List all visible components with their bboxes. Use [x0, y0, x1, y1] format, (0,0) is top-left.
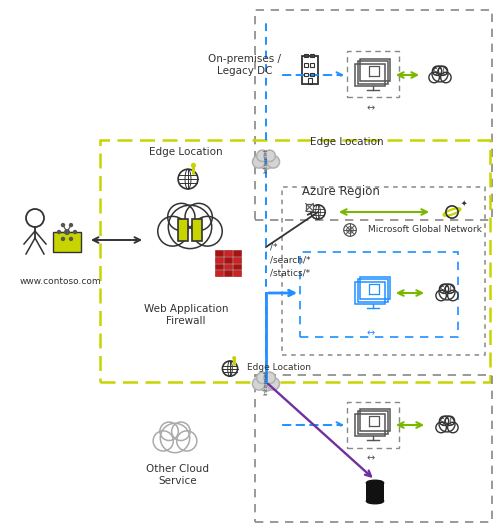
Text: Microsoft Global Network: Microsoft Global Network	[368, 225, 482, 234]
FancyBboxPatch shape	[178, 219, 188, 241]
Text: Internet: Internet	[264, 147, 268, 173]
Text: ↔: ↔	[367, 453, 375, 463]
Circle shape	[257, 151, 275, 169]
Text: Other Cloud
Service: Other Cloud Service	[146, 464, 210, 486]
FancyBboxPatch shape	[224, 257, 232, 262]
FancyBboxPatch shape	[215, 263, 223, 269]
Circle shape	[267, 156, 280, 168]
Text: ↔: ↔	[367, 103, 375, 113]
Circle shape	[64, 229, 70, 235]
Circle shape	[252, 156, 265, 168]
Circle shape	[264, 372, 276, 384]
FancyBboxPatch shape	[192, 219, 202, 241]
FancyBboxPatch shape	[233, 257, 241, 262]
Text: Azure Region: Azure Region	[302, 186, 380, 199]
Text: ↔: ↔	[367, 328, 375, 338]
FancyBboxPatch shape	[215, 257, 223, 262]
FancyBboxPatch shape	[233, 250, 241, 256]
FancyBboxPatch shape	[224, 250, 232, 256]
Circle shape	[73, 230, 77, 234]
FancyBboxPatch shape	[53, 232, 81, 252]
FancyBboxPatch shape	[215, 270, 223, 276]
Text: www.contoso.com: www.contoso.com	[19, 278, 101, 287]
FancyBboxPatch shape	[215, 250, 223, 256]
FancyBboxPatch shape	[233, 263, 241, 269]
FancyBboxPatch shape	[233, 270, 241, 276]
Text: SQL: SQL	[440, 419, 454, 428]
Circle shape	[232, 356, 236, 360]
Circle shape	[57, 230, 61, 234]
Text: SQL: SQL	[440, 287, 454, 296]
FancyBboxPatch shape	[306, 204, 313, 211]
Text: ✦: ✦	[461, 199, 468, 208]
Text: /search/*: /search/*	[270, 255, 310, 264]
FancyBboxPatch shape	[366, 483, 384, 501]
FancyBboxPatch shape	[224, 270, 232, 276]
Ellipse shape	[366, 480, 384, 485]
Text: Web Application
Firewall: Web Application Firewall	[144, 304, 228, 326]
Circle shape	[191, 163, 196, 168]
Circle shape	[267, 377, 280, 390]
Text: /*: /*	[270, 243, 278, 252]
Circle shape	[256, 150, 268, 162]
Circle shape	[348, 228, 352, 232]
Text: /statics/*: /statics/*	[270, 269, 310, 278]
Ellipse shape	[366, 499, 384, 503]
Text: On-premises /
Legacy DC: On-premises / Legacy DC	[208, 54, 282, 76]
FancyBboxPatch shape	[224, 263, 232, 269]
Text: SQL: SQL	[432, 68, 448, 77]
Circle shape	[61, 237, 65, 241]
Text: Edge Location: Edge Location	[247, 363, 311, 372]
Circle shape	[69, 237, 73, 241]
Text: Edge Location: Edge Location	[149, 147, 223, 157]
Circle shape	[257, 373, 275, 391]
Circle shape	[61, 223, 65, 227]
Circle shape	[264, 150, 276, 162]
Circle shape	[69, 223, 73, 227]
Text: Internet: Internet	[264, 369, 268, 394]
Text: Edge Location: Edge Location	[310, 137, 384, 147]
Circle shape	[252, 377, 265, 390]
Circle shape	[256, 372, 268, 384]
